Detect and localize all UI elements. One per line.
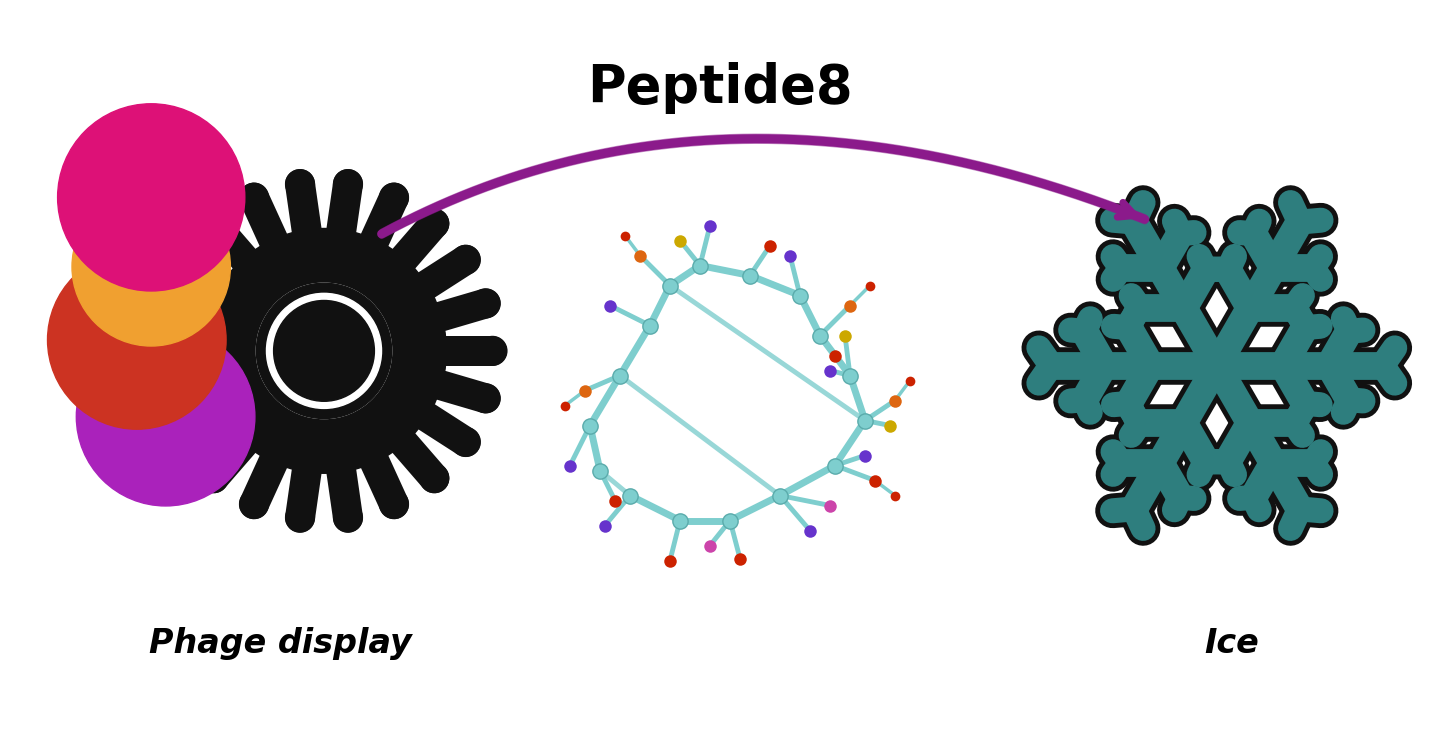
Circle shape (380, 183, 409, 212)
Circle shape (274, 300, 374, 401)
Circle shape (58, 104, 245, 291)
Circle shape (48, 251, 226, 429)
Circle shape (471, 289, 500, 318)
Circle shape (478, 336, 507, 366)
FancyArrowPatch shape (1117, 202, 1135, 217)
Circle shape (239, 183, 268, 212)
Text: Phage display: Phage display (150, 626, 412, 660)
Text: Peptide8: Peptide8 (588, 61, 852, 114)
Circle shape (334, 170, 363, 199)
Circle shape (202, 229, 446, 473)
Circle shape (199, 463, 228, 493)
Circle shape (451, 246, 480, 274)
Circle shape (285, 503, 314, 532)
Circle shape (168, 428, 197, 456)
Circle shape (148, 384, 177, 413)
Circle shape (266, 293, 382, 409)
Circle shape (199, 209, 228, 238)
Circle shape (72, 188, 230, 346)
Circle shape (256, 283, 392, 419)
Circle shape (451, 428, 480, 456)
Circle shape (285, 170, 314, 199)
Circle shape (239, 490, 268, 518)
Circle shape (148, 289, 177, 318)
Circle shape (471, 384, 500, 413)
Circle shape (420, 209, 449, 238)
Circle shape (380, 490, 409, 518)
Circle shape (141, 336, 170, 366)
Text: Ice: Ice (1204, 626, 1259, 660)
Circle shape (420, 463, 449, 493)
Circle shape (256, 283, 392, 419)
Circle shape (168, 246, 197, 274)
Circle shape (76, 327, 255, 506)
Circle shape (334, 503, 363, 532)
